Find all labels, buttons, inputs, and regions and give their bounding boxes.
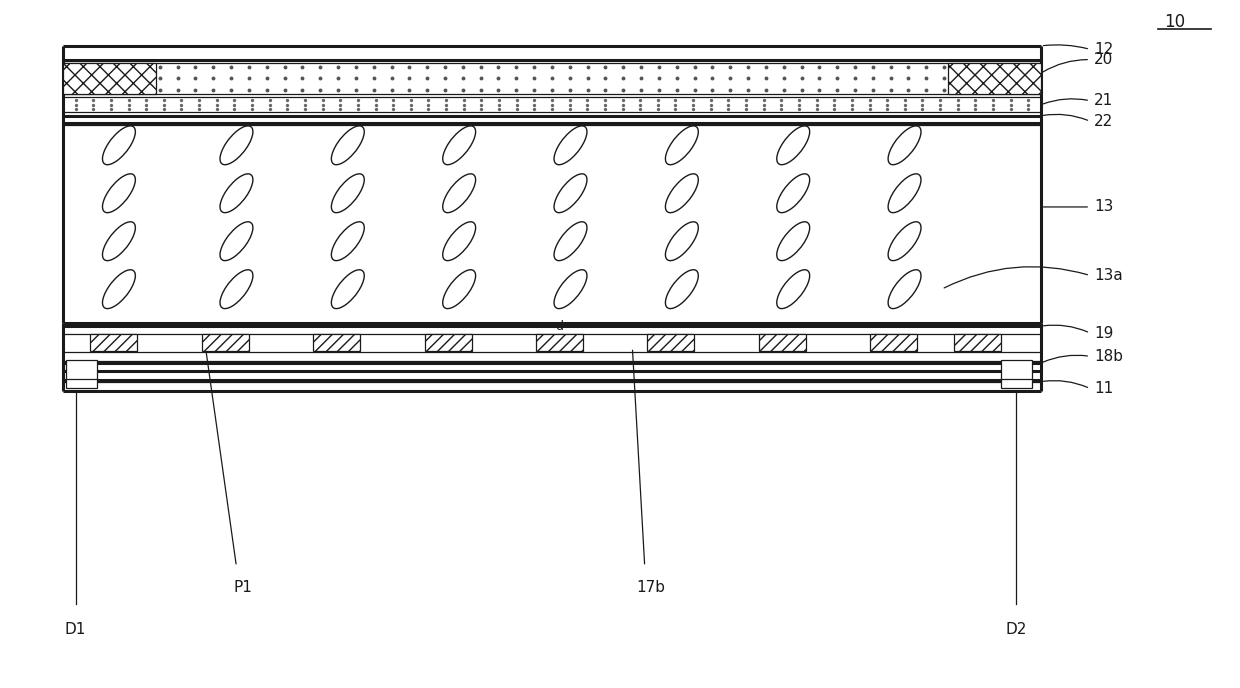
Text: D1: D1 [64, 621, 87, 636]
Text: 21: 21 [1094, 94, 1114, 108]
Bar [954, 334, 1001, 351]
Bar [759, 334, 806, 351]
Text: 11: 11 [1094, 381, 1114, 396]
Text: 10: 10 [1164, 13, 1185, 31]
Bar [314, 334, 360, 351]
Bar [424, 334, 471, 351]
Text: P1: P1 [233, 581, 252, 595]
Bar [66, 360, 97, 380]
Bar [1001, 379, 1032, 388]
Text: 22: 22 [1094, 114, 1114, 129]
Text: 17b: 17b [636, 581, 666, 595]
Bar [66, 379, 97, 388]
Text: 20: 20 [1094, 52, 1114, 67]
Bar [91, 334, 138, 351]
Text: d: d [556, 320, 563, 333]
Bar [536, 334, 583, 351]
Text: 13a: 13a [1094, 268, 1122, 283]
Text: 18b: 18b [1094, 349, 1123, 364]
Bar [647, 334, 694, 351]
Text: 13: 13 [1094, 200, 1114, 215]
Text: 12: 12 [1094, 42, 1114, 57]
Bar [202, 334, 249, 351]
Bar [63, 63, 156, 94]
Bar [947, 63, 1040, 94]
Text: D2: D2 [1006, 621, 1027, 636]
Bar [870, 334, 916, 351]
Bar [1001, 360, 1032, 380]
Text: 19: 19 [1094, 325, 1114, 341]
